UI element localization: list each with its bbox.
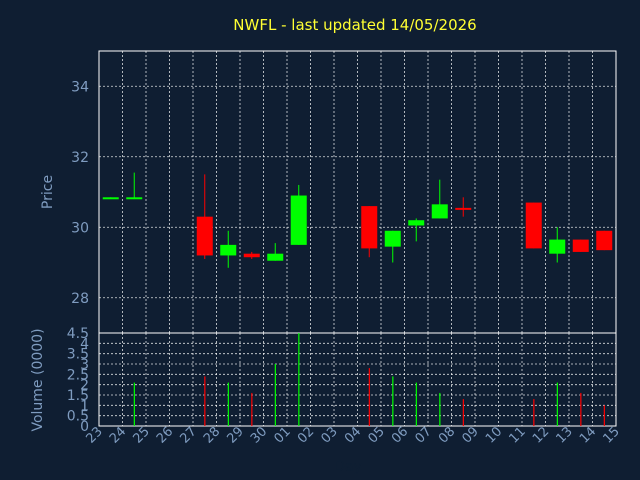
volume-bar: [415, 382, 417, 426]
candle-body: [408, 220, 425, 226]
volume-bar: [533, 399, 535, 426]
volume-bar: [368, 368, 370, 426]
volume-tick-label: 1: [80, 398, 89, 414]
x-tick-label: 27: [178, 424, 200, 446]
volume-tick-label: 2: [80, 378, 89, 394]
x-tick-label: 06: [389, 424, 411, 446]
x-tick-label: 28: [201, 424, 223, 446]
price-grid: [99, 51, 616, 333]
volume-bar: [227, 382, 229, 426]
volume-panel: 00.511.522.533.544.5 Volume (0000): [30, 326, 617, 435]
chart-title: NWFL - last updated 14/05/2026: [233, 16, 476, 34]
volume-axis-label: Volume (0000): [30, 328, 46, 431]
candle-body: [243, 253, 260, 258]
x-tick-label: 07: [413, 424, 435, 446]
x-tick-label: 25: [131, 424, 153, 446]
x-tick-label: 08: [436, 424, 458, 446]
volume-bar: [298, 333, 300, 426]
x-axis-ticks: 23 24 25 26 27 28 29 30 01 02 03 04 05 06 07 08 09 10 11 12…: [84, 424, 623, 446]
price-tick-label: 34: [71, 79, 89, 95]
candle-body: [267, 253, 284, 261]
volume-frame: [98, 332, 617, 427]
x-tick-label: 04: [342, 424, 364, 446]
volume-grid: [99, 333, 616, 426]
candles: [102, 172, 613, 268]
volume-tick-label: 3: [80, 357, 89, 373]
volume-tick-label: 4: [80, 336, 89, 352]
volume-bar: [133, 382, 135, 426]
volume-bar: [556, 382, 558, 426]
candle-body: [384, 230, 401, 247]
volume-bar: [274, 364, 276, 426]
volume-tick-label: 2.5: [67, 367, 89, 383]
volume-bar: [204, 376, 206, 426]
price-axis-label: Price: [40, 175, 56, 209]
x-tick-label: 26: [154, 424, 176, 446]
candle-body: [126, 197, 143, 200]
x-tick-label: 12: [530, 424, 552, 446]
volume-bar: [462, 399, 464, 426]
volume-tick-label: 4.5: [67, 326, 89, 342]
x-tick-label: 11: [507, 424, 529, 446]
candle-body: [572, 239, 589, 252]
volume-tick-label: 0: [80, 419, 89, 435]
candle-body: [549, 239, 566, 254]
volume-tick-label: 1.5: [67, 388, 89, 404]
x-tick-label: 01: [272, 424, 294, 446]
x-tick-label: 02: [295, 424, 317, 446]
price-tick-label: 28: [71, 291, 89, 307]
candle-body: [196, 216, 213, 256]
price-panel: 28 30 32 34 Price: [40, 50, 617, 334]
candle-body: [431, 204, 448, 219]
volume-tick-label: 3.5: [67, 347, 89, 363]
volume-tick-label: 0.5: [67, 409, 89, 425]
volume-bar: [251, 392, 253, 426]
x-tick-label: 10: [483, 424, 505, 446]
candle-body: [220, 244, 237, 256]
volume-bar: [439, 392, 441, 426]
candle-body: [361, 206, 378, 249]
price-y-ticks: 28 30 32 34: [71, 79, 89, 307]
x-tick-label: 09: [460, 424, 482, 446]
x-tick-label: 14: [577, 424, 599, 446]
volume-bar: [392, 376, 394, 426]
x-tick-label: 24: [107, 424, 129, 446]
x-tick-label: 13: [554, 424, 576, 446]
volume-y-ticks: 00.511.522.533.544.5: [67, 326, 89, 435]
price-tick-label: 30: [71, 220, 89, 236]
x-tick-label: 03: [319, 424, 341, 446]
volume-bars: [133, 333, 605, 426]
volume-bar: [580, 392, 582, 426]
volume-bar: [603, 405, 605, 426]
candle-body: [596, 230, 613, 251]
candle-body: [525, 202, 542, 249]
candle-body: [455, 207, 472, 210]
price-tick-label: 32: [71, 150, 89, 166]
x-tick-label: 05: [366, 424, 388, 446]
candle-body: [290, 195, 307, 245]
x-tick-label: 30: [248, 424, 270, 446]
x-tick-label: 15: [601, 424, 623, 446]
x-axis-label: Day: [334, 459, 362, 475]
x-tick-label: 29: [225, 424, 247, 446]
candle-body: [102, 197, 119, 200]
